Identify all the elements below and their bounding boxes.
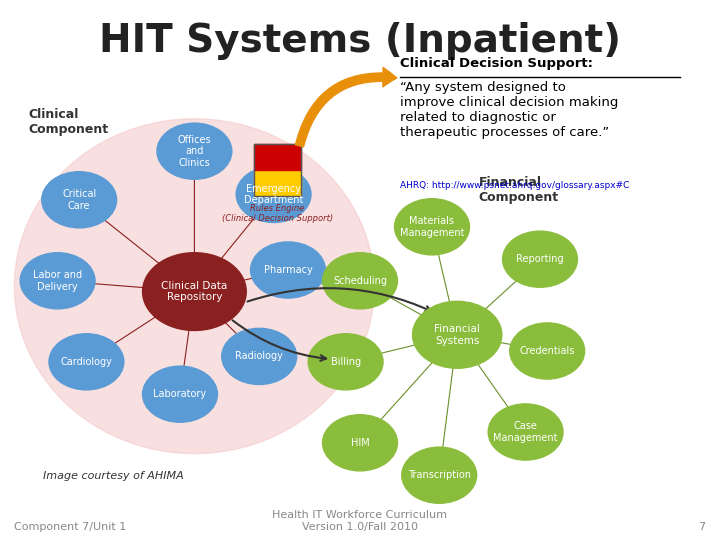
Text: “Any system designed to
improve clinical decision making
related to diagnostic o: “Any system designed to improve clinical… — [400, 81, 618, 139]
Text: Materials
Management: Materials Management — [400, 216, 464, 238]
Text: Offices
and
Clinics: Offices and Clinics — [178, 134, 211, 168]
Circle shape — [157, 123, 232, 179]
Text: Emergency
Department: Emergency Department — [244, 184, 303, 205]
FancyArrowPatch shape — [295, 68, 397, 147]
Text: 7: 7 — [698, 522, 706, 532]
Circle shape — [503, 231, 577, 287]
Text: Credentials: Credentials — [520, 346, 575, 356]
Circle shape — [510, 323, 585, 379]
Text: Critical
Care: Critical Care — [62, 189, 96, 211]
Text: Clinical Decision Support:: Clinical Decision Support: — [400, 57, 593, 70]
Circle shape — [222, 328, 297, 384]
Circle shape — [42, 172, 117, 228]
Circle shape — [413, 301, 502, 368]
Text: Labor and
Delivery: Labor and Delivery — [33, 270, 82, 292]
Text: Cardiology: Cardiology — [60, 357, 112, 367]
Text: Case
Management: Case Management — [493, 421, 558, 443]
Text: Transcription: Transcription — [408, 470, 471, 480]
Text: Reporting: Reporting — [516, 254, 564, 264]
Text: AHRQ: http://www.psnet.ahrq.gov/glossary.aspx#C: AHRQ: http://www.psnet.ahrq.gov/glossary… — [400, 181, 629, 190]
Circle shape — [402, 447, 477, 503]
Text: Pharmacy: Pharmacy — [264, 265, 312, 275]
Circle shape — [49, 334, 124, 390]
Text: HIT Systems (Inpatient): HIT Systems (Inpatient) — [99, 22, 621, 59]
Circle shape — [251, 242, 325, 298]
FancyBboxPatch shape — [254, 170, 301, 195]
Circle shape — [323, 253, 397, 309]
Text: Clinical
Component: Clinical Component — [29, 108, 109, 136]
Text: Financial
Systems: Financial Systems — [434, 324, 480, 346]
Circle shape — [488, 404, 563, 460]
Circle shape — [143, 253, 246, 330]
Circle shape — [395, 199, 469, 255]
Text: Component 7/Unit 1: Component 7/Unit 1 — [14, 522, 127, 532]
Ellipse shape — [14, 119, 374, 454]
Text: Radiology: Radiology — [235, 352, 283, 361]
Circle shape — [143, 366, 217, 422]
Text: Rules Engine
(Clinical Decision Support): Rules Engine (Clinical Decision Support) — [222, 204, 333, 223]
Circle shape — [323, 415, 397, 471]
Text: Health IT Workforce Curriculum
Version 1.0/Fall 2010: Health IT Workforce Curriculum Version 1… — [272, 510, 448, 532]
Text: Scheduling: Scheduling — [333, 276, 387, 286]
Text: Image courtesy of AHIMA: Image courtesy of AHIMA — [43, 470, 184, 481]
Circle shape — [308, 334, 383, 390]
Circle shape — [20, 253, 95, 309]
Text: HIM: HIM — [351, 438, 369, 448]
Circle shape — [236, 166, 311, 222]
Text: Laboratory: Laboratory — [153, 389, 207, 399]
Text: Billing: Billing — [330, 357, 361, 367]
FancyBboxPatch shape — [254, 144, 301, 170]
Text: Clinical Data
Repository: Clinical Data Repository — [161, 281, 228, 302]
Text: Financial
Component: Financial Component — [479, 176, 559, 204]
